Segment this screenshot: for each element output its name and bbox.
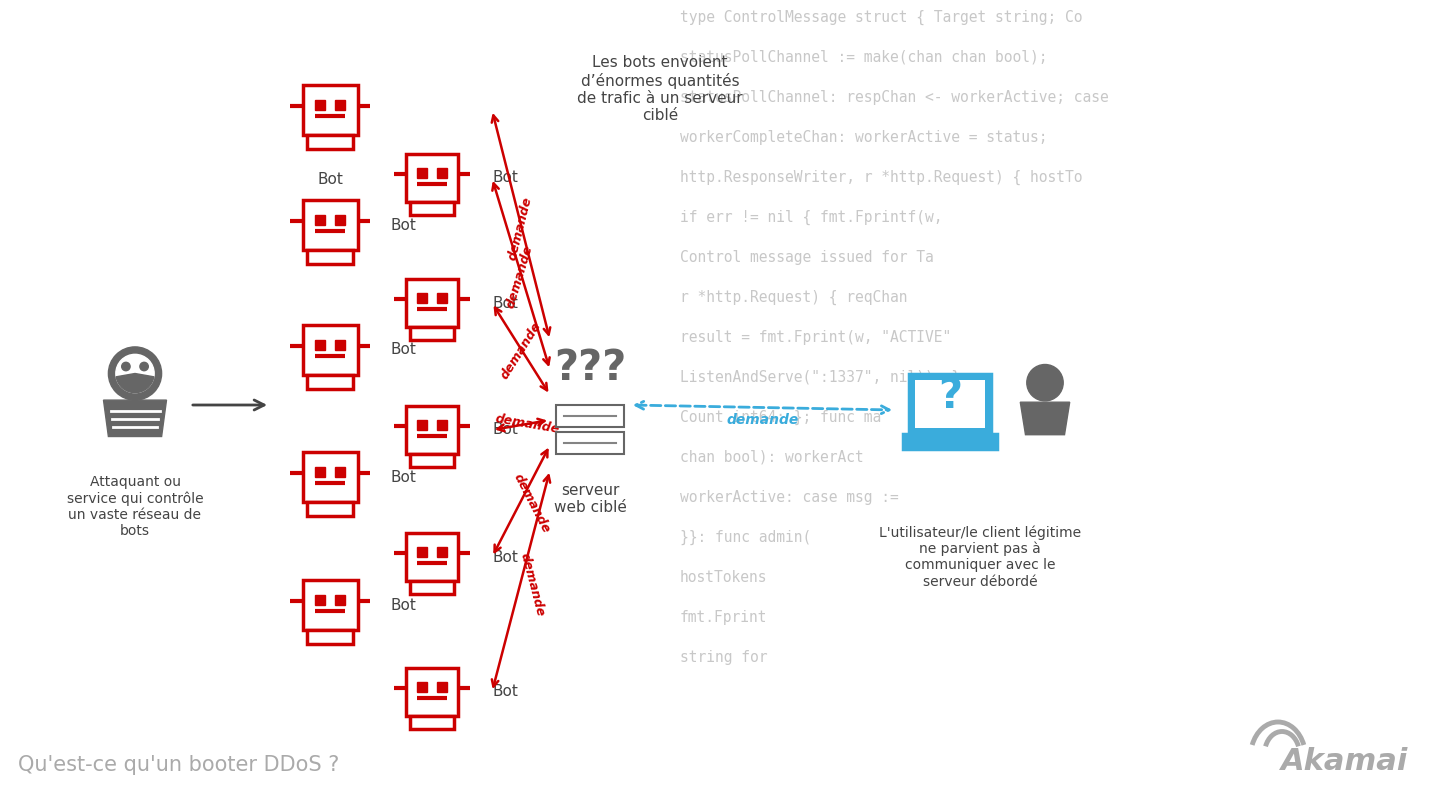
Text: Control message issued for Ta: Control message issued for Ta [680,250,933,265]
FancyBboxPatch shape [409,581,455,595]
Text: statusPollChannel := make(chan chan bool);: statusPollChannel := make(chan chan bool… [680,50,1047,65]
FancyBboxPatch shape [314,595,324,604]
FancyBboxPatch shape [406,406,458,454]
FancyBboxPatch shape [302,580,357,630]
Text: type ControlMessage struct { Target string; Co: type ControlMessage struct { Target stri… [680,10,1083,25]
Text: Attaquant ou
service qui contrôle
un vaste réseau de
bots: Attaquant ou service qui contrôle un vas… [66,475,203,538]
Text: ?: ? [937,376,962,417]
FancyBboxPatch shape [314,100,324,109]
Circle shape [108,347,161,400]
Text: Les bots envoient
d’énormes quantités
de trafic à un serveur
ciblé: Les bots envoient d’énormes quantités de… [577,55,743,123]
Text: L'utilisateur/le client légitime
ne parvient pas à
communiquer avec le
serveur d: L'utilisateur/le client légitime ne parv… [878,525,1081,589]
Text: demande: demande [726,413,799,427]
FancyBboxPatch shape [903,434,998,449]
Text: ListenAndServe(":1337", nil)); };pa: ListenAndServe(":1337", nil)); };pa [680,370,986,386]
FancyBboxPatch shape [307,375,353,389]
FancyBboxPatch shape [909,374,991,434]
Text: demande: demande [505,195,534,262]
FancyBboxPatch shape [302,85,357,135]
FancyBboxPatch shape [438,168,446,177]
Text: }}: func admin(: }}: func admin( [680,530,811,545]
Text: demande: demande [498,319,543,382]
Text: workerActive: case msg :=: workerActive: case msg := [680,490,899,505]
FancyBboxPatch shape [438,682,446,692]
FancyBboxPatch shape [336,467,346,476]
Text: demande: demande [504,244,536,310]
FancyBboxPatch shape [336,595,346,604]
Text: demande: demande [511,471,553,535]
FancyBboxPatch shape [409,454,455,467]
Text: Bot: Bot [492,296,518,310]
FancyBboxPatch shape [438,420,446,429]
FancyBboxPatch shape [556,405,624,427]
Text: result = fmt.Fprint(w, "ACTIVE": result = fmt.Fprint(w, "ACTIVE" [680,330,952,345]
Text: demande: demande [518,551,547,617]
FancyBboxPatch shape [406,154,458,202]
FancyBboxPatch shape [307,250,353,264]
Text: workerCompleteChan: workerActive = status;: workerCompleteChan: workerActive = statu… [680,130,1047,145]
FancyBboxPatch shape [336,215,346,224]
FancyBboxPatch shape [314,339,324,349]
Text: fmt.Fprint: fmt.Fprint [680,610,768,625]
FancyBboxPatch shape [302,200,357,250]
Text: string for: string for [680,650,768,665]
FancyBboxPatch shape [418,547,426,556]
FancyBboxPatch shape [406,279,458,327]
FancyBboxPatch shape [307,135,353,149]
Text: Count int64: }; func ma: Count int64: }; func ma [680,410,881,425]
Circle shape [1027,364,1063,401]
Text: Bot: Bot [390,598,416,612]
FancyBboxPatch shape [438,547,446,556]
Text: Bot: Bot [317,172,343,187]
Text: Bot: Bot [390,470,416,484]
Text: statusPollChannel: respChan <- workerActive; case: statusPollChannel: respChan <- workerAct… [680,90,1109,105]
FancyBboxPatch shape [418,682,426,692]
Text: Qu'est-ce qu'un booter DDoS ?: Qu'est-ce qu'un booter DDoS ? [17,755,340,775]
Text: if err != nil { fmt.Fprintf(w,: if err != nil { fmt.Fprintf(w, [680,210,943,225]
Circle shape [140,362,148,371]
Text: Bot: Bot [492,684,518,700]
Text: Bot: Bot [390,343,416,357]
FancyBboxPatch shape [556,433,624,454]
FancyBboxPatch shape [418,293,426,302]
Text: Bot: Bot [390,218,416,232]
FancyBboxPatch shape [406,533,458,581]
Text: chan bool): workerAct: chan bool): workerAct [680,450,864,465]
Polygon shape [1021,403,1070,435]
Text: http.ResponseWriter, r *http.Request) { hostTo: http.ResponseWriter, r *http.Request) { … [680,170,1083,185]
FancyBboxPatch shape [438,293,446,302]
FancyBboxPatch shape [418,168,426,177]
FancyBboxPatch shape [409,327,455,340]
Circle shape [115,354,154,393]
FancyBboxPatch shape [409,716,455,729]
FancyBboxPatch shape [307,502,353,516]
Text: demande: demande [494,411,560,436]
FancyBboxPatch shape [914,380,985,428]
Text: Akamai: Akamai [1282,748,1408,777]
Text: r *http.Request) { reqChan: r *http.Request) { reqChan [680,290,907,305]
FancyBboxPatch shape [302,325,357,375]
FancyBboxPatch shape [307,630,353,644]
Wedge shape [117,373,154,393]
Text: Bot: Bot [492,549,518,565]
FancyBboxPatch shape [336,339,346,349]
Polygon shape [104,400,167,437]
FancyBboxPatch shape [302,452,357,502]
Text: hostTokens: hostTokens [680,570,768,585]
FancyBboxPatch shape [418,420,426,429]
Text: serveur
web ciblé: serveur web ciblé [553,483,626,515]
Circle shape [122,362,130,371]
Text: Bot: Bot [492,423,518,437]
FancyBboxPatch shape [409,202,455,215]
FancyBboxPatch shape [314,215,324,224]
Text: Bot: Bot [492,170,518,185]
FancyBboxPatch shape [336,100,346,109]
FancyBboxPatch shape [406,668,458,716]
FancyBboxPatch shape [314,467,324,476]
Text: ???: ??? [554,347,626,389]
